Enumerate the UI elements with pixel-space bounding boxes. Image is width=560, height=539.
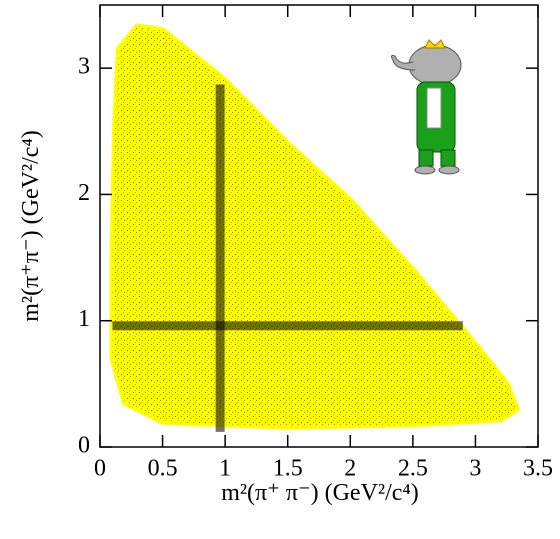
- y-tick-label: 0: [78, 433, 90, 459]
- x-tick-label: 0.5: [148, 456, 178, 482]
- y-tick-label: 3: [78, 54, 90, 80]
- x-tick-label: 2.5: [398, 456, 428, 482]
- x-tick-label: 1: [219, 456, 231, 482]
- y-axis-label: m²(π⁺π⁻) (GeV²/c⁴): [18, 130, 44, 322]
- x-tick-label: 2: [344, 456, 356, 482]
- event-texture: [112, 26, 517, 427]
- y-tick-label: 2: [78, 180, 90, 206]
- frame: [99, 4, 539, 448]
- x-tick-label: 3.5: [523, 456, 553, 482]
- mascot: [390, 39, 462, 175]
- x-tick-label: 3: [469, 456, 481, 482]
- x-tick-label: 1.5: [273, 456, 303, 482]
- y-tick-label: 1: [78, 306, 90, 332]
- x-tick-label: 0: [94, 456, 106, 482]
- x-axis-label: m²(π⁺ π⁻) (GeV²/c⁴): [221, 480, 419, 506]
